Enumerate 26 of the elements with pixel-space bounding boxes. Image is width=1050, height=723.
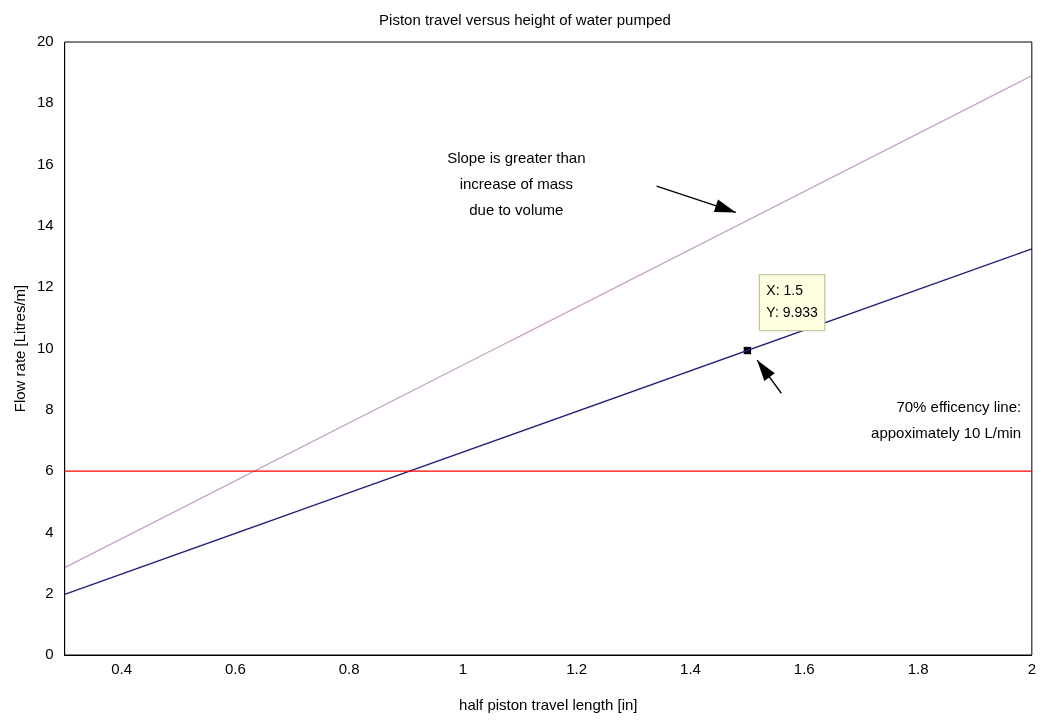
annotation: 70% efficency line: appoximately 10 L/min bbox=[871, 398, 1022, 442]
y-tick-label: 16 bbox=[37, 154, 54, 172]
y-tick-label: 2 bbox=[45, 583, 54, 601]
y-tick-label: 8 bbox=[45, 399, 54, 417]
x-tick-label: 2 bbox=[1027, 660, 1036, 678]
y-tick-label: 18 bbox=[37, 93, 54, 111]
x-tick-label: 0.8 bbox=[338, 660, 360, 678]
y-axis-title: Flow rate [Litres/m] bbox=[11, 284, 29, 413]
x-tick-label: 0.4 bbox=[111, 660, 133, 678]
x-tick-label: 1.8 bbox=[907, 660, 929, 678]
y-tick-label: 14 bbox=[37, 216, 54, 234]
y-tick-label: 12 bbox=[37, 277, 54, 295]
y-tick-label: 6 bbox=[45, 461, 54, 479]
annotation: X: 1.5 Y: 9.933 bbox=[766, 282, 818, 321]
x-tick-label: 0.6 bbox=[224, 660, 246, 678]
y-tick-label: 0 bbox=[45, 645, 54, 663]
x-tick-label: 1 bbox=[458, 660, 468, 678]
annotation: Slope is greater than increase of mass due to volume bbox=[447, 148, 586, 218]
y-tick-label: 20 bbox=[37, 32, 54, 50]
x-tick-label: 1.4 bbox=[680, 660, 701, 678]
x-axis-title: half piston travel length [in] bbox=[459, 696, 638, 714]
chart-title: Piston travel versus height of water pumped bbox=[379, 11, 671, 29]
y-tick-label: 10 bbox=[37, 338, 54, 356]
x-tick-label: 1.6 bbox=[793, 660, 815, 678]
y-tick-label: 4 bbox=[45, 522, 54, 540]
x-tick-label: 1.2 bbox=[566, 660, 588, 678]
